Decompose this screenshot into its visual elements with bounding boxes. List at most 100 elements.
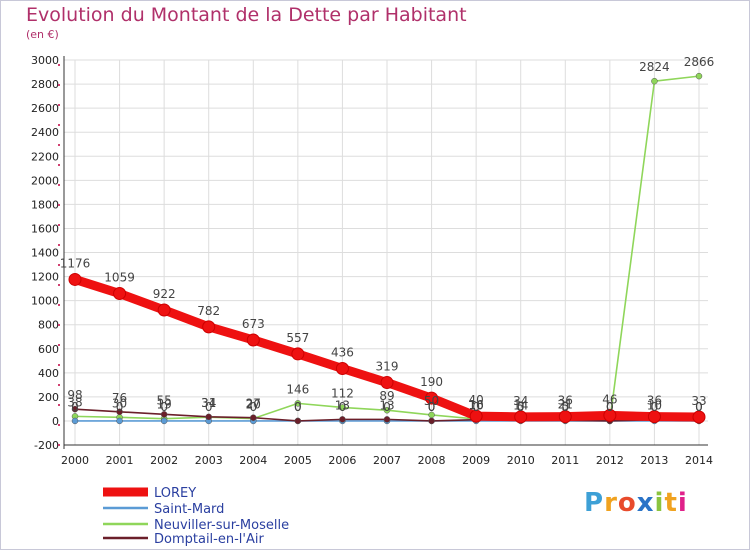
data-label: 922 (153, 287, 176, 301)
data-label: 5 (517, 399, 525, 413)
y-tick-label: 0 (52, 415, 59, 428)
axis-tick-mark (58, 144, 60, 146)
data-label: 76 (112, 391, 127, 405)
y-tick-label: 1800 (31, 198, 59, 211)
data-label: 14 (513, 398, 528, 412)
axis-tick-mark (58, 244, 60, 246)
data-label: 0 (695, 400, 703, 414)
brand-letter: r (604, 488, 618, 518)
x-tick-label: 2005 (284, 454, 312, 467)
chart-subtitle: (en €) (26, 28, 59, 41)
x-tick-label: 2012 (596, 454, 624, 467)
data-point (339, 404, 346, 411)
legend: LOREYSaint-MardNeuviller-sur-MoselleDomp… (103, 486, 289, 547)
data-label: 89 (379, 389, 394, 403)
data-label: 0 (606, 400, 614, 414)
data-label: 46 (602, 392, 617, 406)
data-point (160, 411, 168, 418)
data-point (647, 410, 661, 424)
data-label: 38 (67, 395, 82, 409)
data-label: 16 (469, 398, 484, 412)
brand-letter: Proxiti (584, 488, 688, 518)
data-point (469, 409, 483, 423)
data-label: 0 (383, 400, 391, 414)
data-label: 98 (67, 388, 82, 402)
axis-tick-mark (58, 64, 60, 66)
brand-letter: P (584, 488, 605, 518)
x-tick-label: 2010 (507, 454, 535, 467)
data-label: 0 (339, 400, 347, 414)
data-label: 0 (71, 400, 79, 414)
data-label: 34 (201, 396, 216, 410)
data-point (558, 410, 572, 424)
data-point (116, 417, 123, 425)
data-label: 557 (286, 331, 309, 345)
data-label: 30 (112, 396, 127, 410)
data-label: 55 (157, 393, 172, 407)
data-point (71, 405, 79, 413)
data-label: 782 (197, 304, 220, 318)
x-tick-label: 2008 (418, 454, 446, 467)
y-tick-label: 2000 (31, 174, 59, 187)
brand-letter: o (617, 488, 637, 518)
y-tick-label: 2800 (31, 78, 59, 91)
data-label: 1176 (60, 256, 91, 270)
data-point (71, 417, 79, 425)
axis-tick-mark (58, 84, 60, 86)
x-tick-label: 2009 (462, 454, 490, 467)
data-label: 2824 (639, 60, 670, 74)
data-label: 5 (561, 399, 569, 413)
data-point (294, 400, 302, 407)
data-point (425, 391, 439, 405)
brand-letter: i (677, 488, 688, 518)
x-tick-label: 2007 (373, 454, 401, 467)
y-tick-label: 400 (38, 367, 59, 380)
data-label: 20 (246, 398, 261, 412)
y-tick-label: 2200 (31, 150, 59, 163)
y-tick-label: 600 (38, 343, 59, 356)
data-point (651, 77, 658, 85)
data-point (514, 410, 528, 424)
data-point (160, 417, 168, 425)
data-label: 0 (428, 400, 436, 414)
data-label: 0 (294, 400, 302, 414)
data-label: 36 (558, 394, 573, 408)
x-tick-label: 2003 (195, 454, 223, 467)
data-point (603, 408, 617, 422)
axis-tick-mark (58, 364, 60, 366)
data-point (202, 320, 216, 334)
data-label: 0 (116, 400, 124, 414)
data-point (692, 410, 706, 424)
data-label: 319 (376, 360, 399, 374)
axis-tick-mark (58, 324, 60, 326)
axis-tick-mark (58, 424, 60, 426)
axis-tick-mark (58, 164, 60, 166)
data-label: 36 (647, 394, 662, 408)
x-tick-label: 2013 (640, 454, 668, 467)
data-label: 0 (472, 400, 480, 414)
chart-title: Evolution du Montant de la Dette par Hab… (26, 4, 467, 26)
data-point (428, 417, 435, 425)
y-tick-label: 2400 (31, 126, 59, 139)
data-label: 0 (205, 400, 213, 414)
data-point (380, 376, 394, 390)
x-tick-label: 2004 (239, 454, 267, 467)
x-tick-label: 2001 (106, 454, 134, 467)
data-label: 0 (561, 400, 569, 414)
data-label: 0 (160, 400, 168, 414)
data-point (383, 406, 391, 414)
data-point (68, 272, 82, 286)
data-label: 13 (379, 398, 394, 412)
data-point (246, 333, 260, 347)
data-label: 112 (331, 386, 354, 400)
data-point (205, 413, 212, 421)
legend-label: Saint-Mard (154, 502, 224, 517)
data-point (157, 303, 171, 317)
y-tick-label: 1600 (31, 222, 59, 235)
grid-lines (64, 59, 708, 446)
data-label: 0 (695, 400, 703, 414)
data-label: 0 (651, 400, 659, 414)
